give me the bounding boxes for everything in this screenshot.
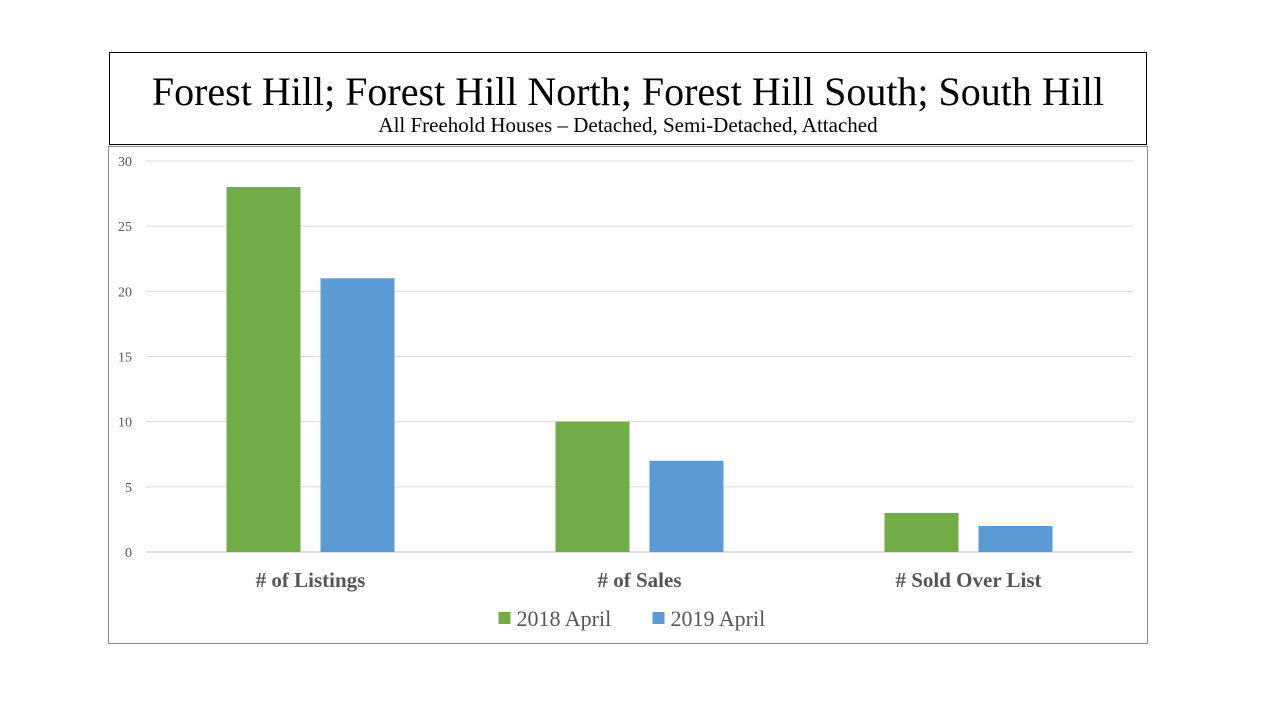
legend-swatch <box>498 612 511 624</box>
bar <box>320 278 395 552</box>
legend-entry: 2019 April <box>671 606 766 631</box>
chart-subtitle: All Freehold Houses – Detached, Semi-Det… <box>378 113 878 137</box>
bar <box>884 512 959 552</box>
y-tick-label: 0 <box>125 546 132 561</box>
y-tick-label: 30 <box>118 155 132 170</box>
legend-entry: 2018 April <box>517 606 612 631</box>
bar <box>649 460 724 552</box>
y-tick-label: 20 <box>118 285 132 300</box>
y-tick-label: 25 <box>118 220 132 235</box>
bar <box>555 421 630 552</box>
legend-swatch <box>652 612 665 624</box>
category-label: # of Sales <box>598 568 682 592</box>
bar <box>978 525 1053 552</box>
y-tick-label: 15 <box>118 351 132 366</box>
category-label: # Sold Over List <box>895 568 1041 592</box>
chart-title-box: Forest Hill; Forest Hill North; Forest H… <box>109 52 1147 145</box>
category-label: # of Listings <box>256 568 366 592</box>
y-tick-label: 5 <box>125 481 132 496</box>
chart-title: Forest Hill; Forest Hill North; Forest H… <box>151 69 1105 114</box>
bar <box>226 187 301 553</box>
y-tick-label: 10 <box>118 416 132 431</box>
